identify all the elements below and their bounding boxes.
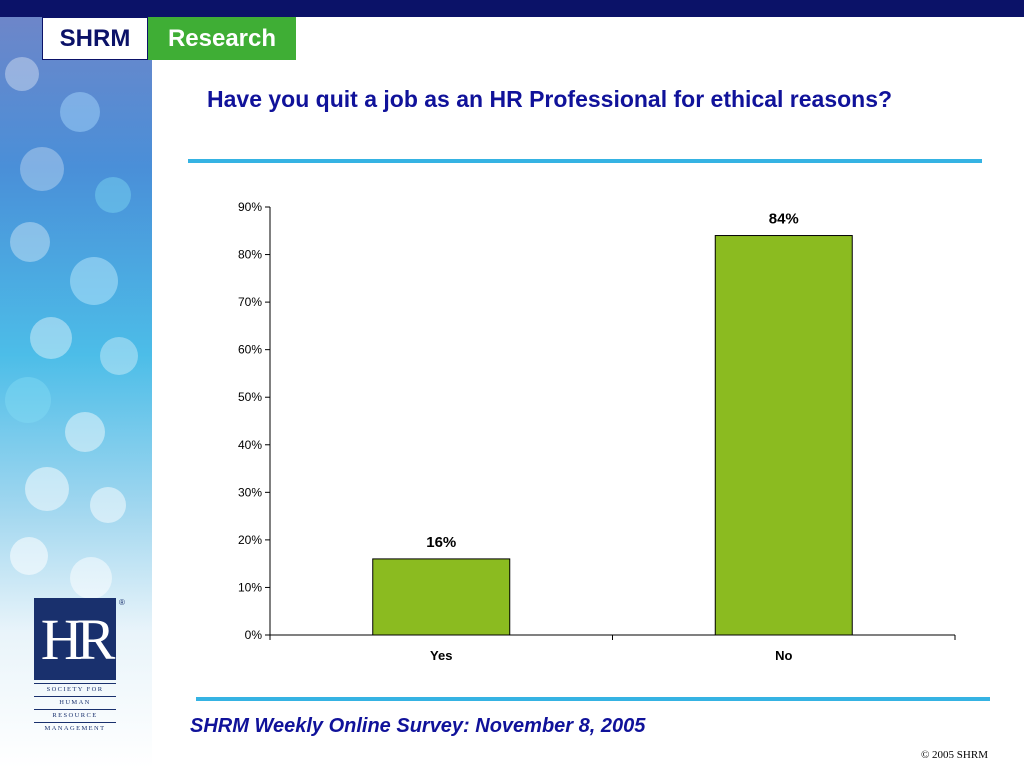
x-tick-label: No: [775, 648, 792, 663]
hr-logo-line: HUMAN: [34, 696, 116, 706]
y-tick-label: 40%: [238, 438, 262, 452]
y-tick-label: 70%: [238, 295, 262, 309]
title-divider: [188, 159, 982, 163]
bars: [372, 235, 853, 636]
y-tick-label: 0%: [245, 628, 263, 642]
y-tick-label: 30%: [238, 485, 262, 499]
y-tick-label: 90%: [238, 200, 262, 214]
page-title: Have you quit a job as an HR Professiona…: [207, 86, 893, 112]
x-axis: Yes No: [269, 634, 956, 663]
data-label: 84%: [769, 211, 799, 228]
data-label: 16%: [426, 534, 456, 551]
data-labels: 16% 84%: [426, 211, 799, 551]
hr-logo-line: MANAGEMENT: [34, 722, 116, 732]
survey-caption: SHRM Weekly Online Survey: November 8, 2…: [190, 715, 646, 737]
logo-shrm-text: SHRM: [42, 17, 148, 60]
y-axis: 0% 10% 20% 30% 40% 50% 60% 70% 80% 90%: [238, 200, 271, 642]
hr-logo-line: RESOURCE: [34, 709, 116, 719]
footer-divider: [196, 697, 990, 701]
top-bar: [0, 0, 1024, 17]
copyright: © 2005 SHRM: [920, 749, 988, 761]
bar: [714, 235, 853, 636]
y-tick-label: 60%: [238, 343, 262, 357]
y-tick-label: 20%: [238, 533, 262, 547]
registered-mark-icon: ®: [119, 598, 125, 607]
hr-logo-line: SOCIETY FOR: [34, 683, 116, 693]
x-tick-label: Yes: [430, 648, 452, 663]
shrm-research-logo: SHRM Research: [42, 17, 296, 60]
shrm-hr-logo: HR ® SOCIETY FOR HUMAN RESOURCE MANAGEME…: [34, 598, 129, 732]
bar: [372, 558, 511, 636]
y-tick-label: 10%: [238, 580, 262, 594]
hr-letters: HR: [34, 598, 116, 680]
logo-research-text: Research: [148, 17, 296, 60]
y-tick-label: 50%: [238, 390, 262, 404]
y-tick-label: 80%: [238, 248, 262, 262]
decorative-side-panel: [0, 17, 152, 768]
